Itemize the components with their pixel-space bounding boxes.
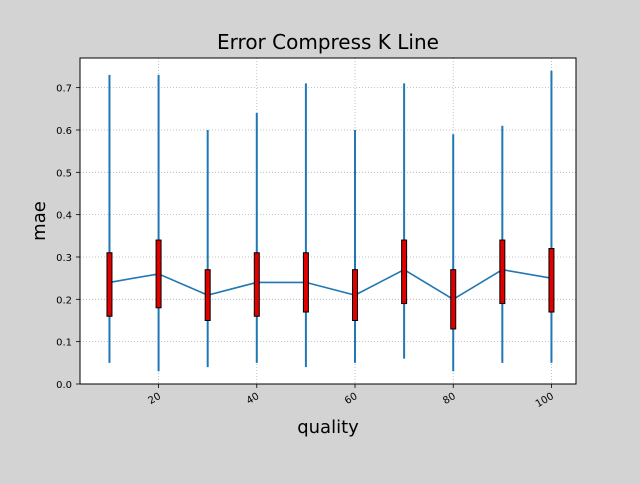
candle-boxes [106, 239, 555, 330]
mean-line [109, 268, 552, 301]
candle-box-x20 [155, 239, 162, 309]
plot-frame [79, 57, 577, 385]
candle-box-x70 [401, 239, 408, 305]
candle-box-x10 [106, 252, 113, 317]
mean-line-group [109, 268, 552, 301]
candle-box-x80 [450, 269, 457, 330]
candle-box-x30 [204, 269, 211, 321]
y-axis-label: mae [29, 201, 50, 241]
y-tick-label: 0.7 [56, 84, 72, 95]
y-tick-label: 0.4 [56, 211, 72, 222]
candle-box-x50 [302, 252, 309, 313]
x-axis-label: quality [297, 417, 359, 438]
y-tick-label: 0.1 [56, 338, 72, 349]
candle-box-x40 [253, 252, 260, 317]
y-tick-label: 0.5 [56, 168, 72, 179]
y-tick-label: 0.6 [56, 126, 72, 137]
candle-box-x90 [499, 239, 506, 305]
candle-box-x100 [548, 248, 555, 313]
candle-box-x60 [352, 269, 359, 321]
y-tick-label: 0.3 [56, 253, 72, 264]
chart-title: Error Compress K Line [217, 30, 439, 54]
y-tick-label: 0.0 [56, 380, 72, 391]
y-tick-label: 0.2 [56, 295, 72, 306]
plot-area [80, 58, 576, 384]
